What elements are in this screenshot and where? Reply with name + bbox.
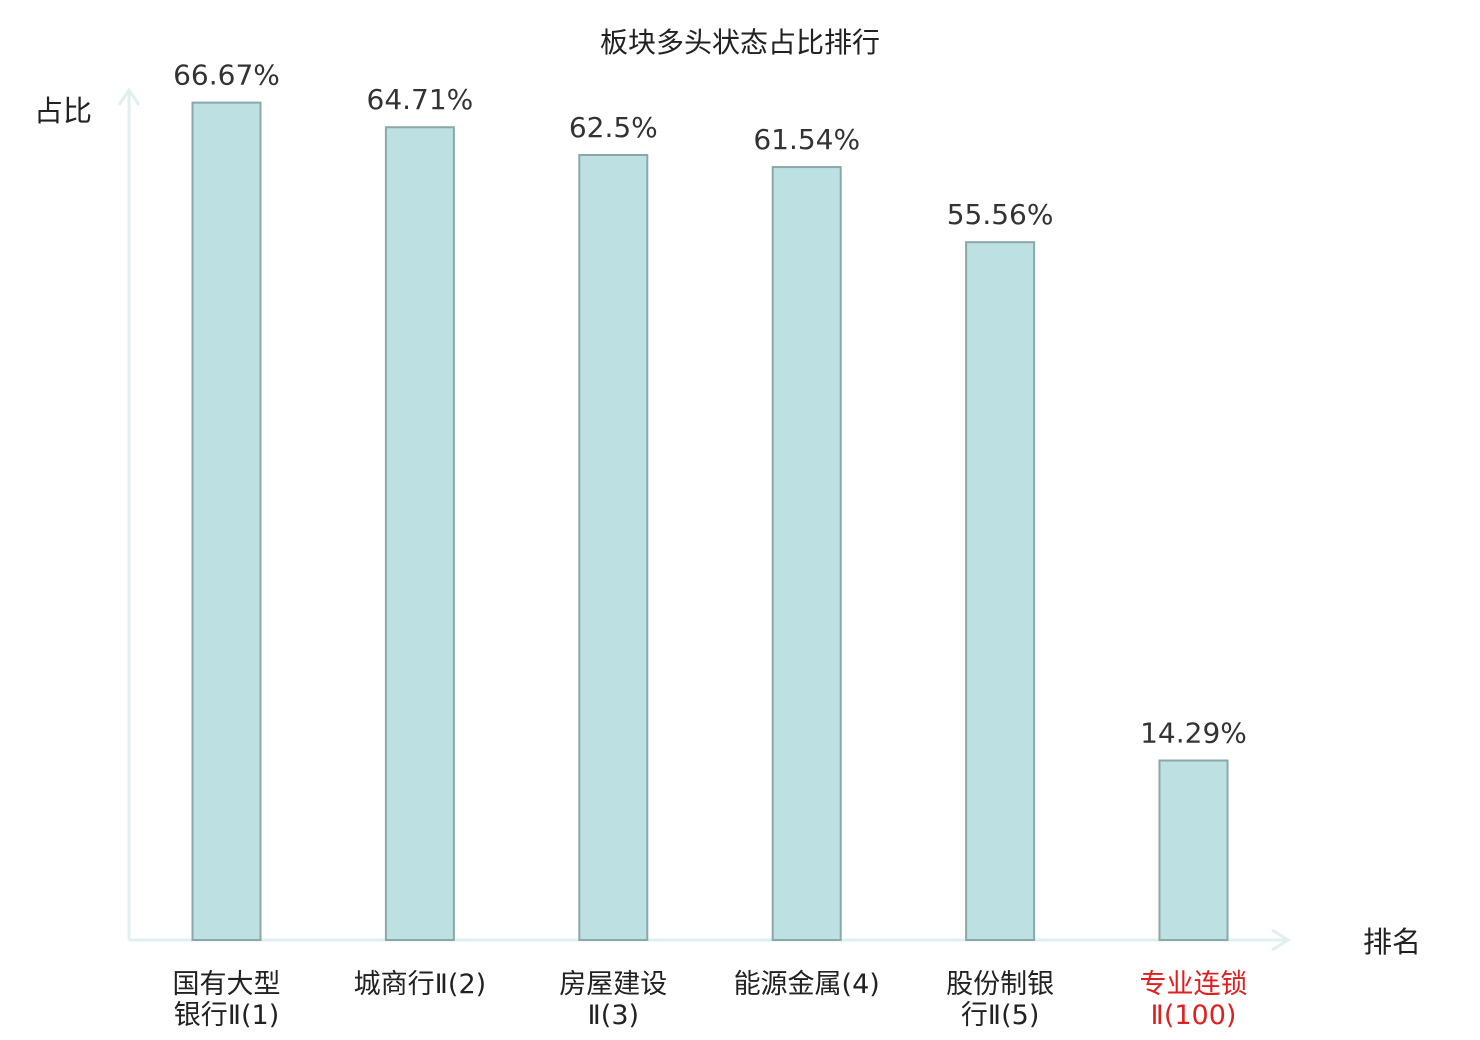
bar-4 bbox=[771, 166, 842, 941]
category-label-3-line-1: 房屋建设 bbox=[559, 969, 667, 1000]
category-label-6-line-2: Ⅱ(100) bbox=[1151, 1000, 1237, 1031]
category-label-5-line-2: 行Ⅱ(5) bbox=[961, 1000, 1040, 1031]
category-label-5: 股份制银行Ⅱ(5) bbox=[946, 969, 1054, 1031]
value-label-6: 14.29% bbox=[1140, 717, 1247, 750]
category-label-1-line-2: 银行Ⅱ(1) bbox=[174, 1000, 280, 1031]
x-axis-arrow bbox=[1271, 928, 1291, 952]
category-label-1-line-1: 国有大型 bbox=[173, 969, 281, 1000]
bar-3 bbox=[578, 154, 649, 941]
category-label-6-line-1: 专业连锁 bbox=[1140, 969, 1248, 1000]
axes bbox=[117, 87, 1291, 952]
value-labels: 66.67% 64.71% 62.5% 61.54% 55.56% 14.29% bbox=[173, 59, 1247, 750]
value-label-5: 55.56% bbox=[947, 198, 1054, 231]
value-label-2: 64.71% bbox=[367, 83, 474, 116]
category-label-2-line-1: 城商行Ⅱ(2) bbox=[354, 969, 487, 1000]
bar-2 bbox=[384, 126, 455, 942]
value-label-4: 61.54% bbox=[753, 123, 860, 156]
category-label-4: 能源金属(4) bbox=[734, 969, 880, 1000]
category-label-4-line-1: 能源金属(4) bbox=[734, 969, 880, 1000]
category-label-3-line-2: Ⅱ(3) bbox=[588, 1000, 640, 1031]
y-axis-arrow bbox=[117, 87, 141, 106]
value-label-1: 66.67% bbox=[173, 59, 280, 92]
category-label-3: 房屋建设 Ⅱ(3) bbox=[559, 969, 667, 1031]
bar-5 bbox=[965, 241, 1036, 942]
category-label-5-line-1: 股份制银 bbox=[946, 969, 1054, 1000]
category-labels: 国有大型银行Ⅱ(1) 城商行Ⅱ(2) 房屋建设 Ⅱ(3) 能源金属(4) 股份制银行Ⅱ(5… bbox=[173, 969, 1248, 1031]
category-label-2: 城商行Ⅱ(2) bbox=[354, 969, 487, 1000]
bar-1 bbox=[191, 101, 262, 941]
y-axis-label: 占比 bbox=[34, 94, 92, 128]
chart-title: 板块多头状态占比排行 bbox=[600, 26, 880, 59]
bar-6 bbox=[1158, 759, 1229, 941]
bars bbox=[191, 101, 1229, 942]
value-label-3: 62.5% bbox=[569, 111, 658, 144]
x-axis-label: 排名 bbox=[1363, 925, 1421, 959]
category-label-1: 国有大型银行Ⅱ(1) bbox=[173, 969, 281, 1031]
category-label-6: 专业连锁 Ⅱ(100) bbox=[1140, 969, 1248, 1031]
